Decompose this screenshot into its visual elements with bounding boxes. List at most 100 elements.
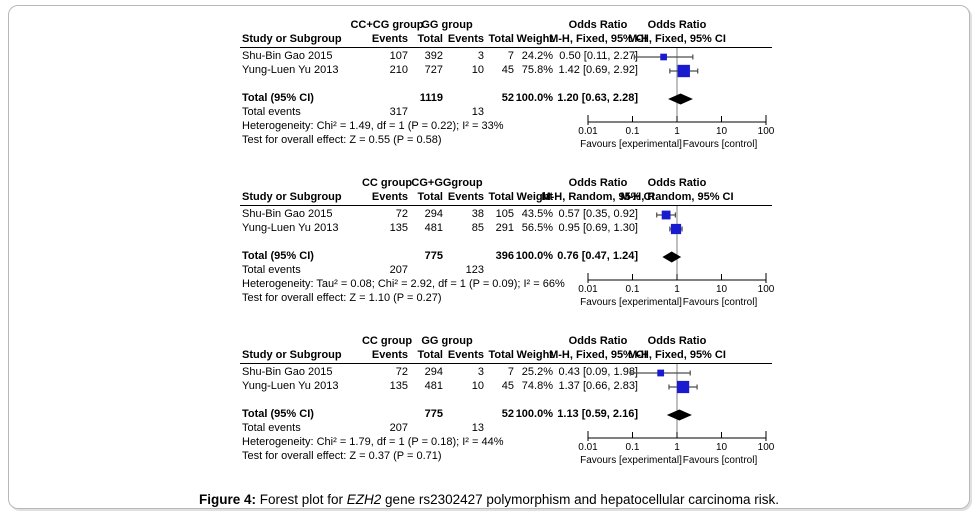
total-events-1: 317 [389,106,408,118]
method-header-text-col: M-H, Fixed, 95% CI [549,33,647,45]
favours-right-label: Favours [control] [683,139,758,150]
x-axis-tick-label: 10 [716,442,728,453]
total-label: Total (95% CI) [242,92,314,104]
study-weight: 43.5% [521,208,553,220]
col-header-events-1: Events [371,33,408,45]
study-events-2: 10 [471,64,484,76]
x-axis-tick-label: 100 [758,126,775,137]
x-axis-tick-label: 100 [758,442,775,453]
col-header-events-2: Events [447,349,484,361]
study-events-2: 10 [471,380,484,392]
study-weight: 25.2% [521,366,553,378]
group1-header: CC group [361,177,413,189]
study-or-ci: 0.57 [0.35, 0.92] [558,208,638,220]
x-axis-tick-label: 10 [716,126,728,137]
total-or-ci: 0.76 [0.47, 1.24] [557,250,638,262]
col-header-weight: Weight [516,33,553,45]
col-header-total-2: Total [488,191,514,203]
x-axis-tick-label: 1 [674,126,680,137]
forest-graph: 0.01 0.1 1 10 100 Favours [experimental] Favou… [578,206,775,308]
total-label: Total (95% CI) [242,250,314,262]
study-total-2: 45 [501,64,514,76]
x-axis-tick-label: 1 [674,284,680,295]
col-header-study: Study or Subgroup [242,33,342,45]
forest-plot-cc-vs-gg: CC group GG group Odds Ratio Odds Ratio Stud… [240,334,775,474]
summary-diamond [662,251,682,263]
favours-right-label: Favours [control] [683,297,758,308]
method-header-text-col: M-H, Fixed, 95% CI [549,349,647,361]
x-axis-tick-label: 100 [758,284,775,295]
total-weight: 100.0% [515,92,553,104]
study-total-2: 45 [501,380,514,392]
study-events-1: 107 [389,50,408,62]
study-total-1: 294 [424,366,443,378]
effect-title-plot-col: Odds Ratio [647,177,707,189]
favours-left-label: Favours [experimental] [580,139,682,150]
study-weight: 74.8% [521,380,553,392]
or-marker [670,223,682,235]
study-label: Yung-Luen Yu 2013 [242,222,339,234]
effect-title-text-col: Odds Ratio [568,19,628,31]
overall-effect-text: Test for overall effect: Z = 0.37 (P = 0… [242,450,442,462]
study-events-1: 72 [395,366,408,378]
study-events-1: 135 [389,222,408,234]
total-events-2: 123 [465,264,484,276]
method-header-text-col: M-H, Random, 95% CI [541,191,655,203]
forest-graph: 0.01 0.1 1 10 100 Favours [experimental] Favou… [578,48,775,150]
x-axis-tick-label: 0.01 [578,126,598,137]
study-or-ci: 1.42 [0.69, 2.92] [558,64,638,76]
figure-caption: Figure 4: Forest plot for EZH2 gene rs23… [9,492,969,508]
total-or-ci: 1.20 [0.63, 2.28] [557,92,638,104]
overall-effect-text: Test for overall effect: Z = 0.55 (P = 0… [242,134,442,146]
favours-left-label: Favours [experimental] [580,455,682,466]
col-header-total-1: Total [417,191,443,203]
study-or-ci: 0.50 [0.11, 2.27] [559,50,638,62]
favours-right-label: Favours [control] [683,455,758,466]
x-axis-tick-label: 0.01 [578,284,598,295]
or-marker [660,53,667,61]
study-events-1: 210 [389,64,408,76]
effect-title-text-col: Odds Ratio [568,177,628,189]
forest-plot-cc-cg-vs-gg: CC+CG group GG group Odds Ratio Odds Ratio S… [240,18,775,158]
x-axis-tick-label: 0.1 [626,442,640,453]
favours-left-label: Favours [experimental] [580,297,682,308]
study-or-ci: 0.43 [0.09, 1.98] [558,366,638,378]
study-or-ci: 0.95 [0.69, 1.30] [558,222,638,234]
col-header-total-2: Total [488,349,514,361]
overall-effect-text: Test for overall effect: Z = 1.10 (P = 0… [242,292,442,304]
caption-gene-name: EZH2 [346,492,382,507]
study-events-2: 85 [471,222,484,234]
col-header-events-2: Events [447,191,484,203]
x-axis-tick-label: 0.01 [578,442,598,453]
study-or-ci: 1.37 [0.66, 2.83] [558,380,638,392]
study-label: Shu-Bin Gao 2015 [242,366,333,378]
col-header-weight: Weight [516,349,553,361]
total-events-label: Total events [242,106,301,118]
total-weight: 100.0% [515,408,553,420]
x-axis-tick-label: 10 [716,284,728,295]
heterogeneity-text: Heterogeneity: Chi² = 1.79, df = 1 (P = … [242,436,504,448]
figure-frame: CC+CG group GG group Odds Ratio Odds Ratio S… [8,5,970,509]
total-events-label: Total events [242,422,301,434]
study-events-1: 72 [395,208,408,220]
method-header-plot-col: M-H, Fixed, 95% CI [628,349,726,361]
study-label: Shu-Bin Gao 2015 [242,50,333,62]
total-total-1: 775 [424,408,443,420]
total-total-2: 52 [501,92,514,104]
x-axis-tick-label: 1 [674,442,680,453]
header-rule [240,47,772,48]
total-total-2: 52 [501,408,514,420]
caption-text-before-gene: Forest plot for [255,492,347,507]
study-total-1: 392 [424,50,443,62]
x-axis-tick-label: 0.1 [626,126,640,137]
study-label: Yung-Luen Yu 2013 [242,380,339,392]
group2-header: GG group [421,335,473,347]
total-total-2: 396 [495,250,514,262]
total-events-1: 207 [389,264,408,276]
study-total-1: 727 [424,64,443,76]
group1-header: CC group [361,335,413,347]
caption-figure-label: Figure 4: [198,492,256,507]
study-total-2: 7 [507,366,514,378]
x-axis-tick-label: 0.1 [626,284,640,295]
heterogeneity-text: Heterogeneity: Chi² = 1.49, df = 1 (P = … [242,120,504,132]
